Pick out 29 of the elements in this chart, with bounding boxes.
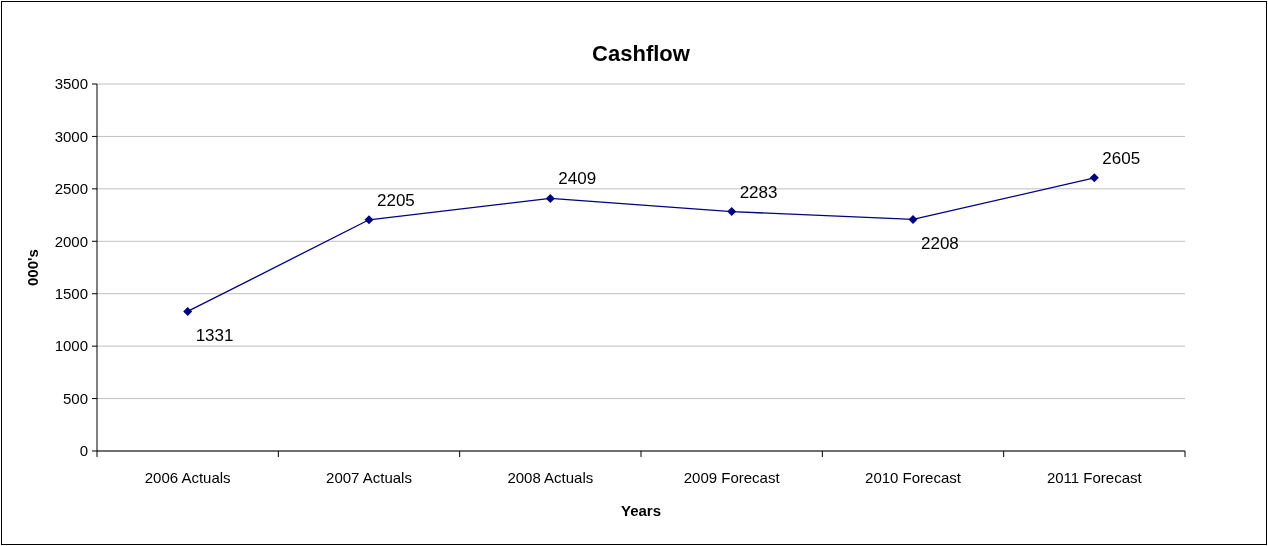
data-label: 2605 [1102, 148, 1141, 168]
y-tick-label: 500 [62, 389, 88, 407]
y-tick-label: 0 [79, 442, 88, 460]
x-tick-label: 2010 Forecast [865, 469, 962, 486]
x-tick-label: 2009 Forecast [683, 469, 781, 486]
y-tick-label: 3000 [54, 127, 88, 145]
y-tick-label: 3500 [54, 75, 88, 93]
point [545, 193, 555, 203]
data-label: 1331 [195, 326, 234, 346]
x-tick-label: 2008 Actuals [507, 469, 594, 486]
y-axis-title: 000's [24, 249, 41, 286]
x-tick-label: 2006 Actuals [144, 469, 231, 486]
point [183, 306, 193, 316]
data-label: 2208 [921, 234, 959, 254]
data-label: 2205 [377, 190, 415, 210]
point [908, 214, 918, 224]
y-tick-label: 1500 [54, 284, 88, 302]
data-label: 2409 [558, 169, 597, 189]
y-tick-label: 1000 [54, 337, 88, 355]
point [364, 215, 374, 225]
data-label: 2283 [739, 182, 778, 202]
y-tick-label: 2500 [54, 180, 88, 198]
point [1089, 173, 1099, 183]
x-tick-label: 2007 Actuals [326, 469, 412, 486]
y-tick-label: 2000 [54, 232, 88, 250]
x-tick-label: 2011 Forecast [1046, 469, 1143, 486]
x-axis-title: Years [620, 502, 662, 519]
point [727, 207, 737, 217]
chart-title: Cashflow [592, 41, 691, 66]
